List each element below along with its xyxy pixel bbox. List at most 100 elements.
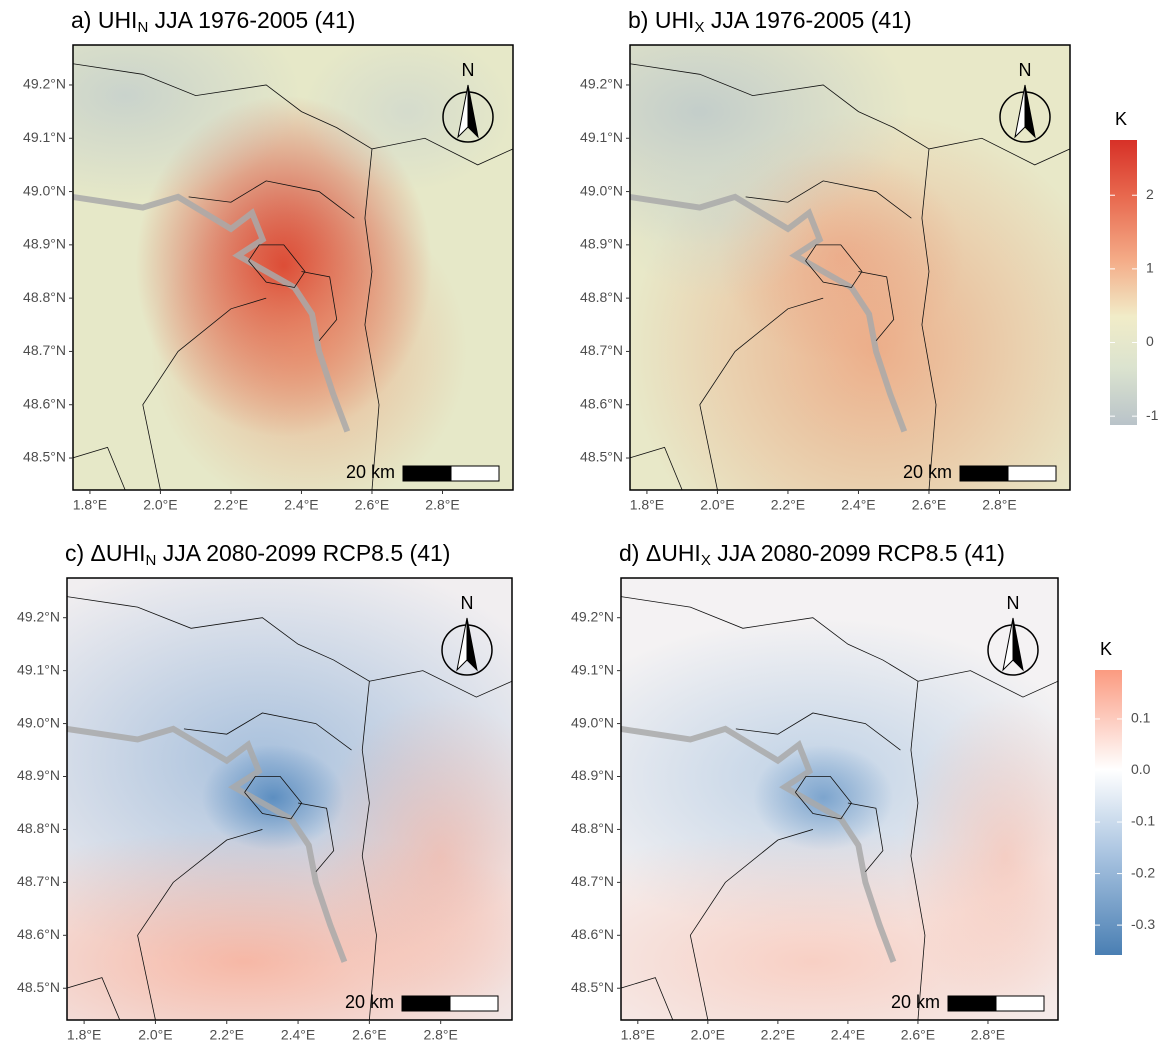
scale-white <box>1007 465 1057 482</box>
x-tick-label: 2.0°E <box>691 1027 725 1043</box>
y-tick-label: 48.7°N <box>17 873 60 889</box>
title-subscript: X <box>694 19 704 36</box>
y-tick-label: 48.7°N <box>571 873 614 889</box>
river <box>67 725 348 963</box>
panel-title: c) ΔUHIN JJA 2080-2099 RCP8.5 (41) <box>65 540 450 569</box>
boundary <box>689 829 814 1020</box>
title-text: JJA 1976-2005 (41) <box>148 7 355 33</box>
y-tick-label: 48.9°N <box>580 236 623 252</box>
boundary <box>364 148 380 490</box>
river <box>621 725 897 963</box>
colorbar-label: -0.1 <box>1131 813 1155 829</box>
boundary <box>805 244 863 288</box>
boundary <box>699 297 824 490</box>
boundary <box>630 446 683 490</box>
north-label: N <box>1019 60 1032 80</box>
boundary <box>67 596 512 698</box>
x-tick-label: 2.4°E <box>841 497 875 513</box>
heat-field <box>201 744 345 851</box>
x-tick-label: 1.8°E <box>630 497 664 513</box>
y-tick-label: 49.2°N <box>580 76 623 92</box>
legend-title: K <box>1100 639 1112 659</box>
panel-frame <box>66 577 513 1021</box>
boundary <box>301 271 338 342</box>
colorbar-label: 0.1 <box>1131 710 1151 726</box>
x-tick-label: 2.0°E <box>138 1027 172 1043</box>
boundary <box>910 681 926 1020</box>
boundary <box>248 244 306 288</box>
y-tick-label: 49.0°N <box>571 714 614 730</box>
title-subscript: N <box>146 552 157 569</box>
x-tick-label: 2.8°E <box>425 497 459 513</box>
boundary <box>795 776 852 820</box>
title-subscript: N <box>137 19 148 36</box>
x-tick-label: 2.0°E <box>143 497 177 513</box>
title-text: a) UHI <box>71 7 137 33</box>
colorbar-label: -0.2 <box>1131 864 1155 880</box>
title-text: c) ΔUHI <box>65 540 146 566</box>
boundary <box>244 776 303 820</box>
boundary <box>745 180 912 219</box>
y-tick-label: 48.6°N <box>17 926 60 942</box>
y-tick-label: 48.5°N <box>17 979 60 995</box>
heat-field <box>315 697 512 1015</box>
legend-title: K <box>1115 109 1127 129</box>
panel-frame <box>629 44 1071 491</box>
title-text: JJA 2080-2099 RCP8.5 (41) <box>711 540 1005 566</box>
x-tick-label: 1.8°E <box>621 1027 655 1043</box>
y-tick-label: 49.1°N <box>580 129 623 145</box>
map <box>621 578 1058 1020</box>
x-tick-label: 2.8°E <box>982 497 1016 513</box>
x-tick-label: 2.6°E <box>901 1027 935 1043</box>
x-tick-label: 2.4°E <box>281 1027 315 1043</box>
boundary <box>73 63 513 166</box>
y-tick-label: 49.0°N <box>23 182 66 198</box>
x-tick-label: 2.8°E <box>423 1027 457 1043</box>
x-tick-label: 1.8°E <box>67 1027 101 1043</box>
scale-white <box>450 465 500 482</box>
x-tick-label: 2.2°E <box>761 1027 795 1043</box>
north-label: N <box>1007 593 1020 613</box>
title-subscript: X <box>701 552 711 569</box>
title-text: d) ΔUHI <box>619 540 701 566</box>
scale-black <box>402 465 452 482</box>
y-tick-label: 48.8°N <box>23 289 66 305</box>
x-tick-label: 1.8°E <box>73 497 107 513</box>
y-tick-label: 48.8°N <box>571 820 614 836</box>
boundary <box>847 802 884 873</box>
boundary <box>188 180 355 219</box>
y-tick-label: 49.0°N <box>580 182 623 198</box>
y-tick-label: 48.9°N <box>17 767 60 783</box>
title-text: JJA 1976-2005 (41) <box>704 7 911 33</box>
x-tick-label: 2.6°E <box>355 497 389 513</box>
boundary <box>137 829 263 1020</box>
boundary <box>735 712 901 751</box>
x-tick-label: 2.8°E <box>971 1027 1005 1043</box>
colorbar-label: 0 <box>1146 333 1154 349</box>
y-tick-label: 48.9°N <box>571 767 614 783</box>
heat-field <box>149 191 468 490</box>
y-tick-label: 48.5°N <box>580 449 623 465</box>
boundary <box>297 802 335 873</box>
x-tick-label: 2.2°E <box>210 1027 244 1043</box>
y-tick-label: 49.1°N <box>23 129 66 145</box>
x-tick-label: 2.6°E <box>912 497 946 513</box>
boundary <box>361 681 377 1020</box>
north-right <box>1012 617 1024 672</box>
north-label: N <box>462 60 475 80</box>
x-tick-label: 2.2°E <box>771 497 805 513</box>
river <box>630 193 908 433</box>
scale-label: 20 km <box>345 992 394 1012</box>
scale-white <box>995 995 1045 1012</box>
boundary <box>921 148 937 490</box>
heat-field <box>900 697 1058 1015</box>
title-text: JJA 2080-2099 RCP8.5 (41) <box>156 540 450 566</box>
north-right <box>1024 84 1036 139</box>
boundary <box>67 977 121 1020</box>
heat-field <box>301 45 513 192</box>
colorbar-label: 2 <box>1146 186 1154 202</box>
scale-label: 20 km <box>891 992 940 1012</box>
colorbar <box>1095 670 1122 955</box>
y-tick-label: 48.6°N <box>580 395 623 411</box>
heat-field <box>630 138 824 299</box>
